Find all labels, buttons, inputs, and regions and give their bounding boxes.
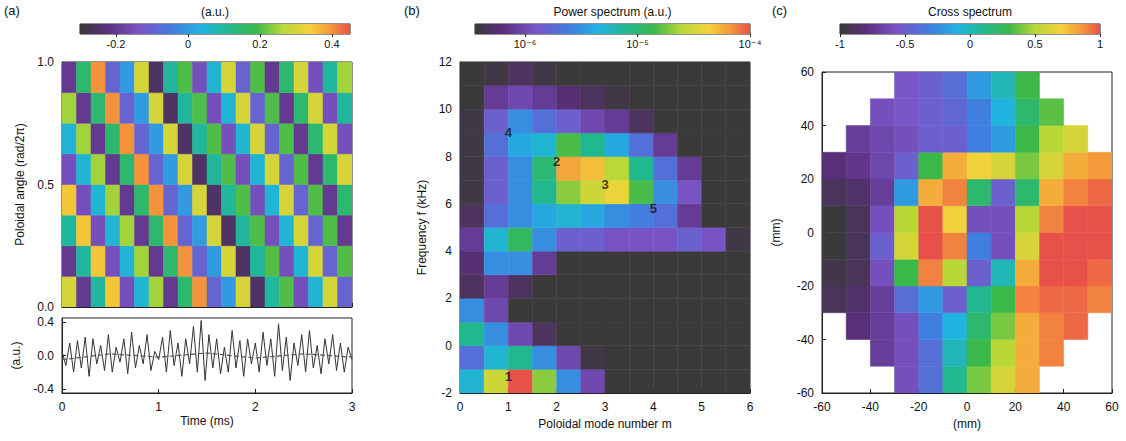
svg-text:5: 5 (650, 201, 657, 216)
svg-text:0: 0 (457, 400, 464, 414)
svg-text:2: 2 (553, 154, 560, 169)
svg-text:(b): (b) (404, 3, 420, 18)
svg-text:0.0: 0.0 (37, 349, 54, 363)
svg-text:10⁻⁴: 10⁻⁴ (739, 38, 762, 50)
svg-text:0: 0 (807, 226, 814, 240)
svg-text:3: 3 (602, 400, 609, 414)
svg-text:10⁻⁶: 10⁻⁶ (514, 38, 537, 50)
svg-text:-20: -20 (910, 400, 928, 414)
svg-text:6: 6 (747, 400, 754, 414)
svg-text:0: 0 (445, 339, 452, 353)
svg-text:Power spectrum (a.u.): Power spectrum (a.u.) (553, 5, 671, 19)
svg-text:-40: -40 (862, 400, 880, 414)
svg-text:3: 3 (349, 400, 356, 414)
svg-text:-1: -1 (835, 38, 845, 50)
svg-text:20: 20 (801, 172, 815, 186)
svg-text:5: 5 (698, 400, 705, 414)
svg-text:Poloidal mode number m: Poloidal mode number m (538, 417, 671, 431)
svg-text:-40: -40 (797, 333, 815, 347)
svg-text:3: 3 (601, 177, 608, 192)
svg-text:60: 60 (801, 65, 815, 79)
svg-text:1: 1 (155, 400, 162, 414)
svg-text:Frequency f (kHz): Frequency f (kHz) (415, 180, 429, 275)
svg-text:40: 40 (1057, 400, 1071, 414)
svg-text:1: 1 (1097, 38, 1103, 50)
svg-text:4: 4 (650, 400, 657, 414)
svg-text:-60: -60 (797, 386, 815, 400)
svg-text:-0.5: -0.5 (896, 38, 915, 50)
svg-text:1: 1 (505, 400, 512, 414)
svg-text:(a.u.): (a.u.) (9, 341, 23, 369)
svg-text:2: 2 (252, 400, 259, 414)
svg-text:0.5: 0.5 (37, 178, 54, 192)
svg-text:0: 0 (964, 400, 971, 414)
svg-text:6: 6 (445, 197, 452, 211)
svg-text:(a.u.): (a.u.) (201, 5, 229, 19)
svg-text:Poloidal angle (rad/2π): Poloidal angle (rad/2π) (13, 123, 27, 245)
svg-text:20: 20 (1009, 400, 1023, 414)
svg-text:-0.4: -0.4 (33, 382, 54, 396)
svg-text:12: 12 (439, 55, 453, 69)
svg-text:(a): (a) (4, 3, 20, 18)
svg-text:-2: -2 (441, 386, 452, 400)
svg-text:(mm): (mm) (769, 219, 783, 247)
svg-text:0.0: 0.0 (37, 300, 54, 314)
svg-text:1.0: 1.0 (37, 55, 54, 69)
svg-text:-0.2: -0.2 (107, 38, 126, 50)
svg-text:10: 10 (439, 102, 453, 116)
svg-text:(mm): (mm) (953, 417, 981, 431)
svg-text:Cross spectrum: Cross spectrum (928, 5, 1012, 19)
svg-text:0.4: 0.4 (37, 315, 54, 329)
svg-text:0.5: 0.5 (1027, 38, 1042, 50)
svg-text:40: 40 (801, 119, 815, 133)
svg-text:60: 60 (1105, 400, 1119, 414)
svg-text:8: 8 (445, 150, 452, 164)
svg-text:1: 1 (505, 369, 512, 384)
svg-text:0: 0 (967, 38, 973, 50)
svg-text:-20: -20 (797, 279, 815, 293)
svg-text:0: 0 (185, 38, 191, 50)
svg-text:4: 4 (445, 244, 452, 258)
svg-text:0.2: 0.2 (252, 38, 267, 50)
svg-text:10⁻⁵: 10⁻⁵ (626, 38, 649, 50)
svg-text:2: 2 (445, 291, 452, 305)
svg-text:0.4: 0.4 (324, 38, 339, 50)
svg-text:(c): (c) (772, 3, 787, 18)
svg-text:4: 4 (505, 125, 513, 140)
svg-text:Time (ms): Time (ms) (180, 414, 234, 428)
svg-text:-60: -60 (813, 400, 831, 414)
svg-text:2: 2 (553, 400, 560, 414)
svg-text:0: 0 (59, 400, 66, 414)
